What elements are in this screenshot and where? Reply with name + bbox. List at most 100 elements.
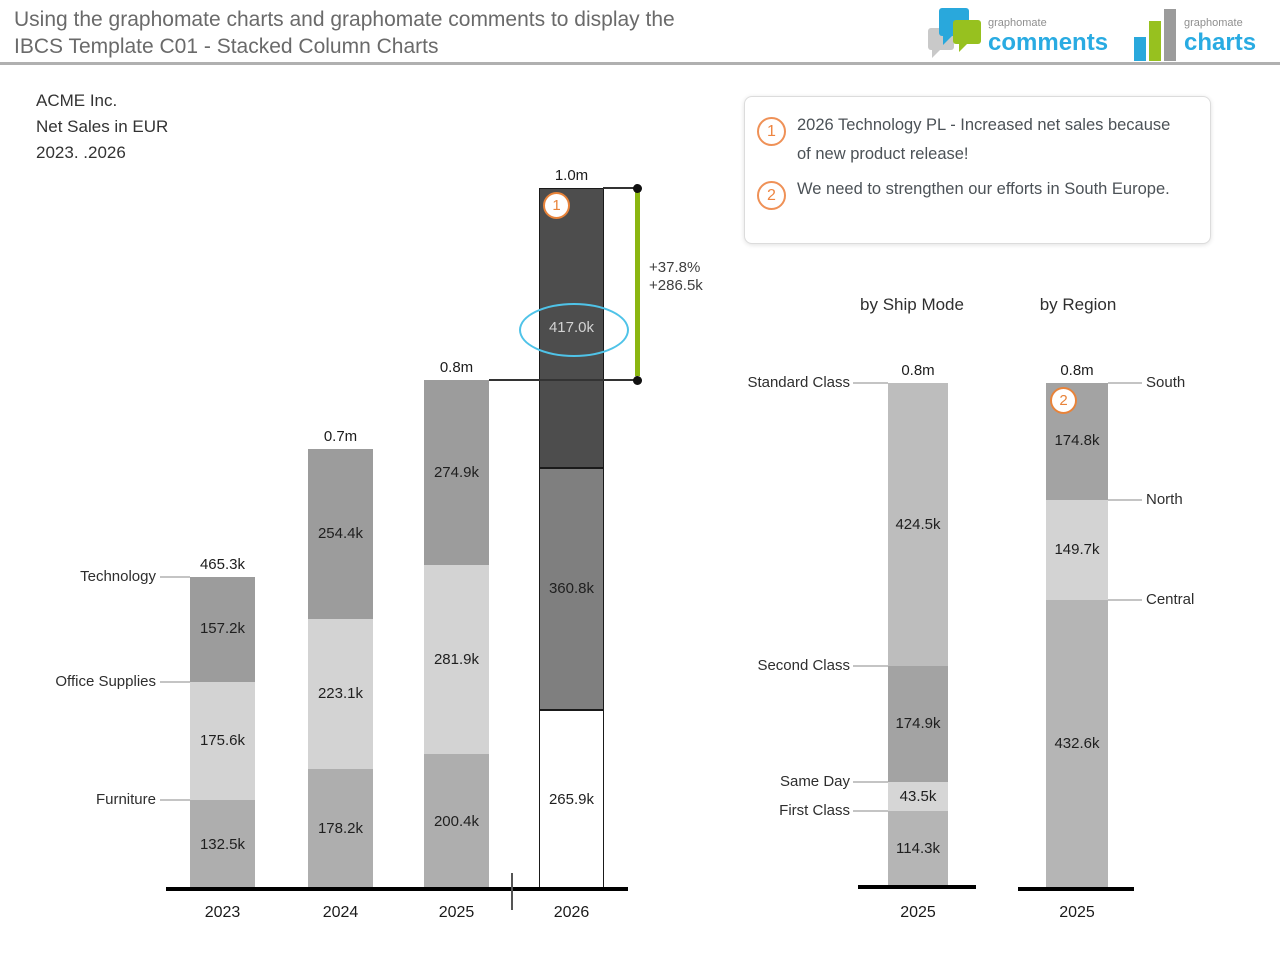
category-axis-label: 2026 [553, 904, 590, 921]
segment-value-label: 149.7k [1054, 540, 1100, 558]
header-divider [0, 62, 1280, 65]
segment-value-label: 254.4k [317, 525, 364, 543]
category-axis-baseline [166, 887, 628, 891]
bar-segment-central[interactable] [1046, 599, 1108, 889]
logo-brand-label: graphomate [988, 17, 1047, 29]
series-label-same-day: Same Day [779, 773, 850, 791]
segment-value-label: 175.6k [199, 732, 246, 750]
region-chart-title: by Region [1039, 295, 1117, 314]
series-leader-line [1108, 598, 1142, 601]
category-axis-label: 2025 [900, 904, 936, 921]
series-label-technology: Technology [80, 567, 156, 585]
category-axis-baseline [858, 885, 976, 889]
highlight-ellipse [518, 303, 629, 358]
series-label-north: North [1146, 490, 1183, 508]
bar-segment-standard-class[interactable] [888, 383, 948, 666]
category-axis-label: 2023 [204, 904, 241, 921]
segment-value-label: 360.8k [548, 580, 595, 598]
series-label-second-class: Second Class [757, 656, 850, 674]
comment-box: 1 2026 Technology PL - Increased net sal… [744, 96, 1211, 244]
report-company: ACME Inc. [36, 91, 118, 110]
column-total-label: 0.8m [901, 362, 935, 380]
comments-logo-text: graphomate comments [988, 8, 1108, 56]
comment-text-1: 2026 Technology PL - Increased net sales… [797, 116, 1171, 163]
comment-badge-2[interactable]: 2 [757, 181, 786, 210]
segment-value-label: 265.9k [548, 790, 595, 808]
series-leader-line [853, 781, 888, 784]
bar-segment-furniture[interactable] [190, 800, 255, 889]
report-measure: Net Sales in EUR [36, 117, 169, 136]
page-title: Using the graphomate charts and graphoma… [14, 6, 675, 60]
bar-segment-furniture[interactable] [308, 769, 373, 889]
segment-value-label: 43.5k [899, 787, 937, 805]
column-total-label: 0.7m [323, 427, 358, 445]
series-label-office-supplies: Office Supplies [55, 673, 156, 691]
bar-segment-technology[interactable] [308, 448, 373, 620]
chart-badge-1[interactable]: 1 [543, 192, 570, 220]
series-leader-line [853, 382, 888, 385]
series-leader-line [160, 799, 190, 801]
bar-segment-furniture[interactable] [424, 754, 489, 889]
series-leader-line [1108, 498, 1142, 501]
segment-value-label: 178.2k [317, 820, 364, 838]
series-leader-line [1108, 382, 1142, 385]
bar-segment-north[interactable] [1046, 499, 1108, 600]
segment-value-label: 223.1k [317, 685, 364, 703]
bar-segment-office-supplies[interactable] [190, 682, 255, 800]
bar-segment-technology[interactable] [190, 576, 255, 683]
series-label-first-class: First Class [779, 801, 850, 819]
delta-connector-top [603, 187, 637, 190]
comment-item: 2 We need to strengthen our efforts in S… [757, 175, 1194, 210]
delta-dot-bottom [633, 375, 642, 385]
category-axis-label: 2025 [1059, 904, 1095, 921]
bar-segment-furniture[interactable] [539, 710, 604, 889]
bar-segment-technology[interactable] [424, 380, 489, 566]
bar-segment-office-supplies[interactable] [308, 619, 373, 770]
bar-segment-first-class[interactable] [888, 810, 948, 887]
delta-percent-label: +37.8% [649, 259, 701, 277]
series-label-furniture: Furniture [95, 791, 156, 808]
segment-value-label: 424.5k [895, 515, 941, 533]
comment-item: 1 2026 Technology PL - Increased net sal… [757, 111, 1194, 169]
forecast-separator-tick [511, 873, 513, 910]
speech-bubbles-icon [928, 8, 981, 58]
segment-value-label: 432.6k [1054, 735, 1100, 753]
column-total-label: 1.0m [554, 167, 589, 185]
series-leader-line [160, 681, 190, 684]
category-axis-label: 2025 [438, 904, 475, 921]
column-total-label: 0.8m [439, 359, 474, 377]
page-title-line2: IBCS Template C01 - Stacked Column Chart… [14, 35, 439, 58]
segment-value-label: 200.4k [433, 812, 480, 830]
category-axis-baseline [1018, 887, 1134, 891]
series-label-central: Central [1146, 590, 1195, 608]
chart-badge-2[interactable]: 2 [1050, 387, 1077, 415]
graphomate-charts-logo: graphomate charts [1134, 8, 1256, 62]
page-title-line1: Using the graphomate charts and graphoma… [14, 8, 675, 31]
series-label-standard-class: Standard Class [747, 374, 850, 392]
segment-value-label: 174.8k [1054, 432, 1100, 450]
bar-segment-office-supplies[interactable] [424, 565, 489, 755]
bar-segment-office-supplies[interactable] [539, 468, 604, 711]
series-leader-line [853, 809, 888, 812]
charts-logo-text: graphomate charts [1184, 8, 1256, 56]
comment-text-2: We need to strengthen our efforts in Sou… [797, 180, 1170, 198]
segment-value-label: 281.9k [433, 650, 480, 668]
delta-line [634, 192, 640, 377]
graphomate-comments-logo: graphomate comments [926, 8, 1108, 60]
logo-brand-label: graphomate [1184, 17, 1243, 29]
ship-mode-chart-title: by Ship Mode [860, 295, 964, 314]
series-leader-line [160, 575, 190, 578]
report-period: 2023. .2026 [36, 143, 126, 162]
column-total-label: 465.3k [199, 555, 246, 573]
segment-value-label: 274.9k [433, 463, 480, 481]
logo-product-label: charts [1184, 29, 1257, 56]
series-label-south: South [1146, 374, 1186, 392]
series-leader-line [853, 664, 888, 667]
delta-absolute-label: +286.5k [649, 277, 703, 295]
comment-badge-1[interactable]: 1 [757, 117, 786, 146]
bar-segment-same-day[interactable] [888, 782, 948, 811]
main-chart-header: ACME Inc. Net Sales in EUR 2023. .2026 [36, 88, 168, 166]
delta-dot-top [633, 183, 642, 193]
bar-segment-second-class[interactable] [888, 665, 948, 783]
